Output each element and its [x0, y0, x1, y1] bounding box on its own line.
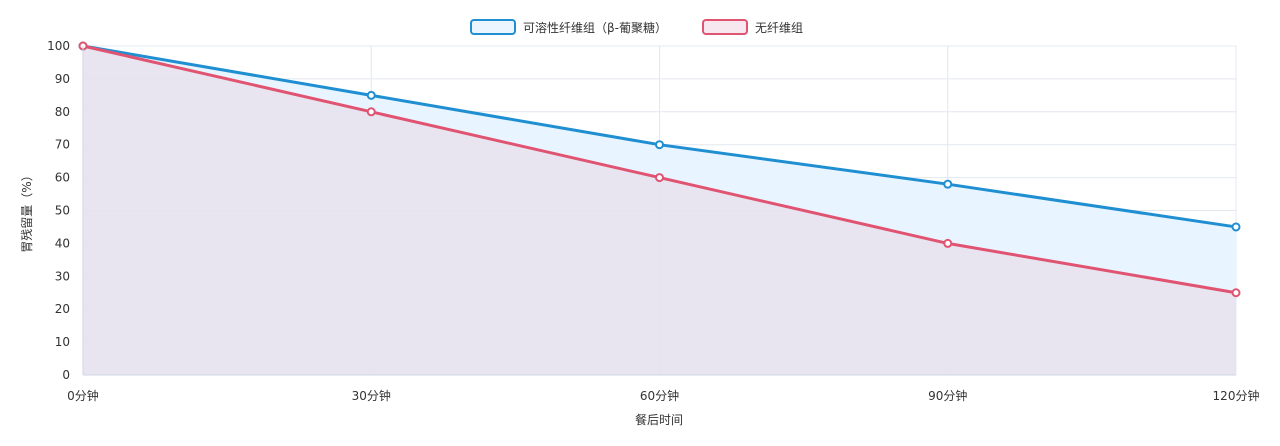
x-tick-label-3: 90分钟 — [928, 388, 967, 403]
area-no-fiber — [83, 46, 1236, 375]
y-tick-label-40: 40 — [55, 236, 70, 250]
y-tick-label-20: 20 — [55, 302, 70, 316]
legend: 可溶性纤维组（β-葡聚糖） 无纤维组 — [470, 19, 803, 35]
x-tick-label-0: 0分钟 — [67, 388, 99, 403]
axes — [82, 46, 1236, 376]
y-tick-label-10: 10 — [55, 335, 70, 349]
point-no-fiber-4 — [1231, 288, 1241, 298]
y-tick-label-50: 50 — [55, 204, 70, 218]
x-tick-label-1: 30分钟 — [352, 388, 391, 403]
y-tick-label-0: 0 — [62, 368, 70, 382]
x-axis-ticks: 0分钟 30分钟 60分钟 90分钟 120分钟 — [67, 388, 1259, 403]
y-tick-label-90: 90 — [55, 72, 70, 86]
point-soluble-fiber-1 — [366, 90, 376, 100]
y-axis-ticks: 0 10 20 30 40 50 60 70 80 90 100 — [47, 39, 70, 382]
y-axis-title: 胃残留量（%） — [20, 169, 34, 252]
point-no-fiber-3 — [943, 238, 953, 248]
x-tick-label-2: 60分钟 — [640, 388, 679, 403]
point-soluble-fiber-2 — [655, 140, 664, 150]
y-tick-label-30: 30 — [55, 269, 70, 283]
point-no-fiber-1 — [366, 107, 376, 117]
point-soluble-fiber-4 — [1231, 222, 1241, 232]
legend-label-soluble-fiber: 可溶性纤维组（β-葡聚糖） — [523, 20, 667, 35]
legend-swatch-no-fiber — [702, 19, 748, 35]
y-tick-label-60: 60 — [55, 171, 70, 185]
legend-swatch-soluble-fiber — [470, 19, 516, 35]
point-no-fiber-2 — [655, 173, 664, 183]
series-points — [78, 41, 1241, 298]
point-soluble-fiber-3 — [943, 179, 953, 189]
y-tick-label-70: 70 — [55, 138, 70, 152]
y-tick-label-80: 80 — [55, 105, 70, 119]
legend-label-no-fiber: 无纤维组 — [755, 21, 803, 35]
y-tick-label-100: 100 — [47, 39, 70, 53]
x-axis-title: 餐后时间 — [635, 412, 683, 427]
x-tick-label-4: 120分钟 — [1213, 388, 1260, 403]
